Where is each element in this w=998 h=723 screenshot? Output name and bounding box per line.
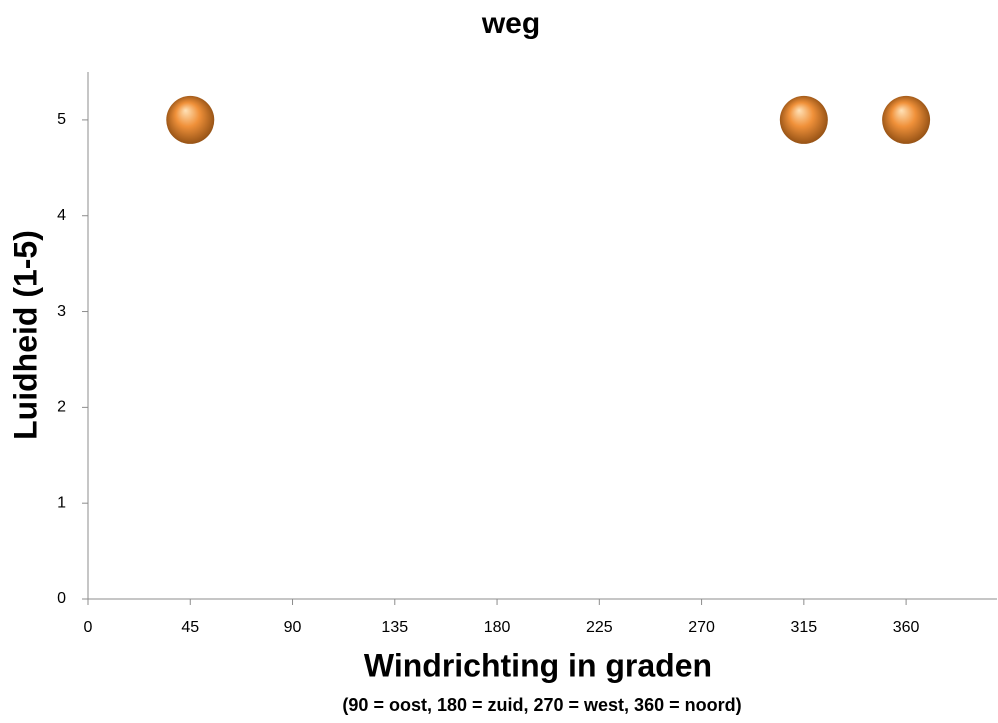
x-tick-label: 0 [84, 619, 93, 636]
x-tick-label: 270 [688, 619, 715, 636]
x-tick-label: 90 [284, 619, 302, 636]
point [779, 95, 828, 144]
x-tick-label: 180 [484, 619, 511, 636]
y-tick-label: 4 [57, 207, 66, 224]
x-tick-label: 135 [381, 619, 408, 636]
chart-title: weg [481, 7, 540, 40]
point [166, 95, 215, 144]
x-tick-label: 360 [893, 619, 920, 636]
x-tick-label: 45 [181, 619, 199, 636]
y-axis-title: Luidheid (1-5) [7, 230, 43, 440]
point [882, 95, 931, 144]
x-axis-note: (90 = oost, 180 = zuid, 270 = west, 360 … [342, 695, 741, 715]
x-tick-label: 225 [586, 619, 613, 636]
y-tick-label: 5 [57, 111, 66, 128]
y-tick-label: 2 [57, 399, 66, 416]
x-axis-title: Windrichting in graden [364, 647, 712, 683]
y-tick-label: 1 [57, 494, 66, 511]
y-tick-label: 0 [57, 590, 66, 607]
x-tick-label: 315 [790, 619, 817, 636]
y-tick-label: 3 [57, 303, 66, 320]
